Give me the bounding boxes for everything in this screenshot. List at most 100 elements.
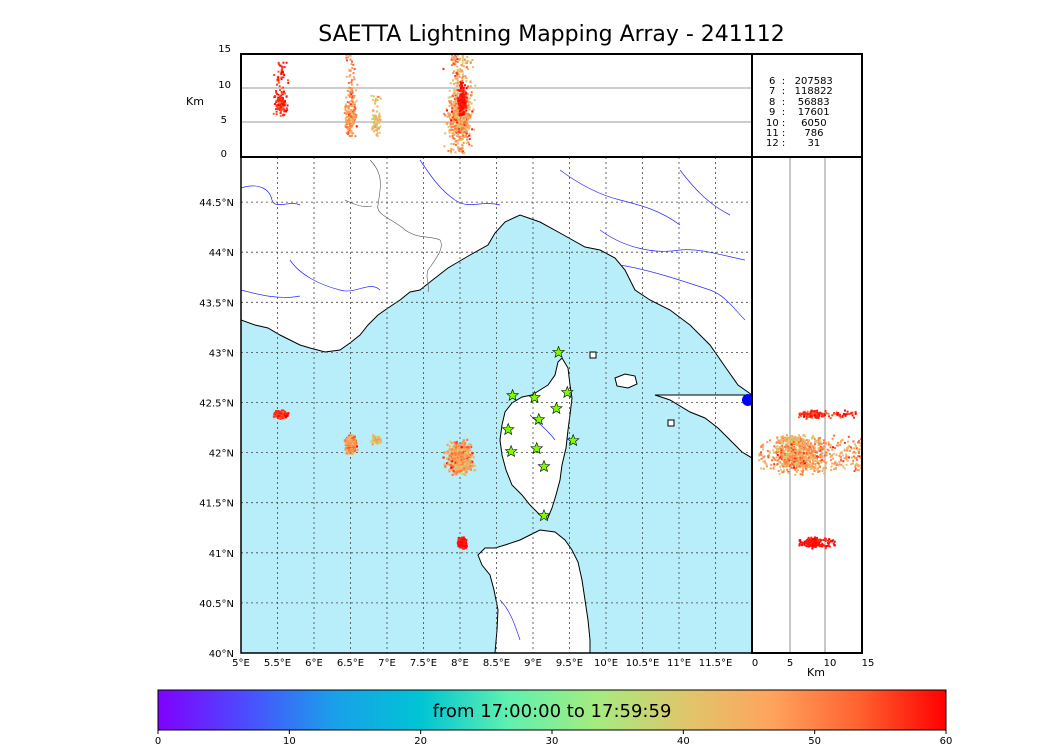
lightning-source-point <box>455 115 458 118</box>
lightning-source-point <box>803 540 806 543</box>
lightning-source-point <box>351 122 354 125</box>
lightning-source-point <box>798 416 800 419</box>
lightning-source-point <box>455 81 458 84</box>
lightning-source-point <box>769 439 772 442</box>
lightning-source-point <box>450 147 453 150</box>
lightning-source-point <box>460 83 463 86</box>
lightning-source-point <box>284 92 287 95</box>
lightning-source-point <box>779 456 782 459</box>
lightning-source-point <box>373 125 376 128</box>
lightning-source-point <box>450 465 453 468</box>
lightning-source-point <box>838 460 841 463</box>
lightning-source-point <box>455 464 458 467</box>
lightning-source-point <box>823 445 826 448</box>
lightning-source-point <box>793 449 796 452</box>
lightning-source-point <box>347 81 350 84</box>
mainland-land <box>241 157 752 396</box>
lightning-source-point <box>804 542 807 545</box>
lightning-source-point <box>816 412 819 415</box>
station-marker <box>552 345 566 358</box>
lightning-source-point <box>451 103 454 106</box>
lightning-source-point <box>795 440 798 443</box>
lightning-source-point <box>282 92 285 95</box>
lightning-source-point <box>352 111 355 114</box>
lat-tick-label: 40.5°N <box>199 599 234 610</box>
lightning-source-point <box>456 60 459 63</box>
lightning-source-point <box>282 90 285 93</box>
lightning-source-point <box>821 446 824 449</box>
lightning-source-point <box>788 462 791 465</box>
lightning-source-point <box>811 414 814 417</box>
lightning-source-point <box>812 457 815 460</box>
lightning-source-point <box>813 414 816 417</box>
lightning-source-point <box>352 108 355 111</box>
lightning-source-point <box>820 452 823 455</box>
lightning-source-point <box>459 112 462 115</box>
lightning-source-point <box>455 127 458 130</box>
lightning-source-point <box>858 464 861 467</box>
lightning-source-point <box>806 457 809 460</box>
lightning-source-point <box>447 96 450 99</box>
station-marker <box>530 441 544 455</box>
lightning-source-point <box>346 127 349 130</box>
lightning-source-point <box>827 544 830 547</box>
lightning-source-point <box>843 409 846 412</box>
lightning-source-point <box>452 93 455 96</box>
lightning-source-point <box>347 105 350 108</box>
lightning-source-point <box>780 451 783 454</box>
lightning-source-point <box>468 466 471 469</box>
lightning-source-point <box>464 94 467 97</box>
lightning-source-point <box>372 95 375 98</box>
lightning-source-point <box>802 412 805 415</box>
lightning-source-point <box>842 454 845 457</box>
lightning-source-point <box>790 447 793 450</box>
lightning-source-point <box>825 452 828 455</box>
lightning-source-point <box>465 100 468 103</box>
longitude-labels: 5°E 5.5°E 6°E 6.5°E 7°E 7.5°E 8°E 8.5°E 9°E 9.5°E… <box>232 658 732 669</box>
lightning-source-point <box>851 411 854 414</box>
lightning-source-point <box>786 445 789 448</box>
lightning-source-point <box>463 544 466 547</box>
lightning-source-point <box>471 59 474 62</box>
lightning-source-point <box>854 410 857 413</box>
lightning-source-point <box>784 464 787 467</box>
lightning-source-point <box>467 446 470 449</box>
lightning-source-point <box>787 470 790 473</box>
lightning-source-point <box>353 437 356 440</box>
lightning-source-point <box>449 96 452 99</box>
lightning-source-point <box>794 443 797 446</box>
lightning-source-point <box>457 448 461 452</box>
lightning-source-point <box>453 70 456 73</box>
lightning-source-point <box>458 76 461 79</box>
lightning-source-point <box>371 128 374 131</box>
lon-tick-label: 9°E <box>524 658 542 669</box>
lightning-source-point <box>466 465 469 468</box>
lightning-source-point <box>458 106 461 109</box>
lightning-source-point <box>797 457 800 460</box>
lightning-source-point <box>370 94 373 97</box>
lightning-source-point <box>372 110 375 113</box>
lightning-source-point <box>350 115 353 118</box>
lightning-source-point <box>450 128 453 131</box>
lightning-source-point <box>466 96 469 99</box>
lightning-source-point <box>854 451 857 454</box>
lightning-source-point <box>352 63 355 66</box>
lightning-source-point <box>452 92 455 95</box>
lightning-source-point <box>352 76 355 79</box>
lightning-source-point <box>455 96 458 99</box>
lightning-source-point <box>857 441 860 444</box>
lightning-source-point <box>833 462 836 465</box>
lightning-source-point <box>346 121 349 124</box>
lightning-source-point <box>457 540 460 543</box>
lightning-source-point <box>798 434 801 437</box>
lightning-source-point <box>281 71 284 74</box>
lightning-source-point <box>460 463 463 467</box>
lightning-source-point <box>460 467 463 470</box>
lightning-source-point <box>781 451 784 454</box>
lightning-source-point <box>456 94 459 97</box>
lightning-source-point <box>784 438 787 441</box>
lightning-source-point <box>803 439 806 442</box>
lightning-source-point <box>344 124 347 127</box>
lightning-source-point <box>450 459 454 463</box>
lightning-source-point <box>277 108 280 111</box>
